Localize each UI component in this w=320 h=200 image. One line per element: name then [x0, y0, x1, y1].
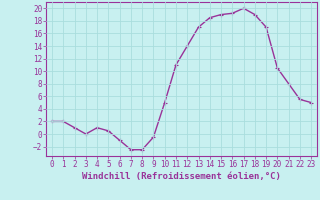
X-axis label: Windchill (Refroidissement éolien,°C): Windchill (Refroidissement éolien,°C): [82, 172, 281, 181]
